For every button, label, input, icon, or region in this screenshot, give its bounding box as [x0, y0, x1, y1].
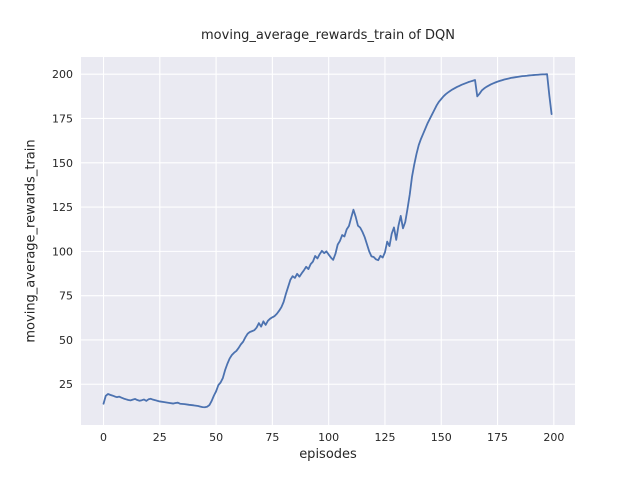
x-tick-label: 100 — [318, 431, 339, 444]
y-tick-label: 150 — [52, 157, 73, 170]
x-tick-label: 50 — [209, 431, 223, 444]
y-axis-label: moving_average_rewards_train — [23, 139, 39, 343]
x-axis-label: episodes — [299, 447, 357, 462]
x-tick-label: 200 — [543, 431, 564, 444]
series-line — [102, 73, 553, 409]
x-tick-label: 125 — [374, 431, 395, 444]
x-tick-label: 75 — [265, 431, 279, 444]
x-tick-label: 175 — [487, 431, 508, 444]
x-tick-label: 0 — [100, 431, 107, 444]
y-tick-label: 175 — [52, 112, 73, 125]
chart-title: moving_average_rewards_train of DQN — [201, 28, 455, 43]
y-tick-label: 50 — [59, 334, 73, 347]
y-tick-label: 25 — [59, 378, 73, 391]
x-tick-label: 150 — [431, 431, 452, 444]
y-tick-label: 100 — [52, 245, 73, 258]
y-tick-label: 200 — [52, 68, 73, 81]
y-tick-label: 125 — [52, 201, 73, 214]
y-tick-label: 75 — [59, 290, 73, 303]
axes-background — [81, 57, 575, 425]
x-tick-label: 25 — [153, 431, 167, 444]
